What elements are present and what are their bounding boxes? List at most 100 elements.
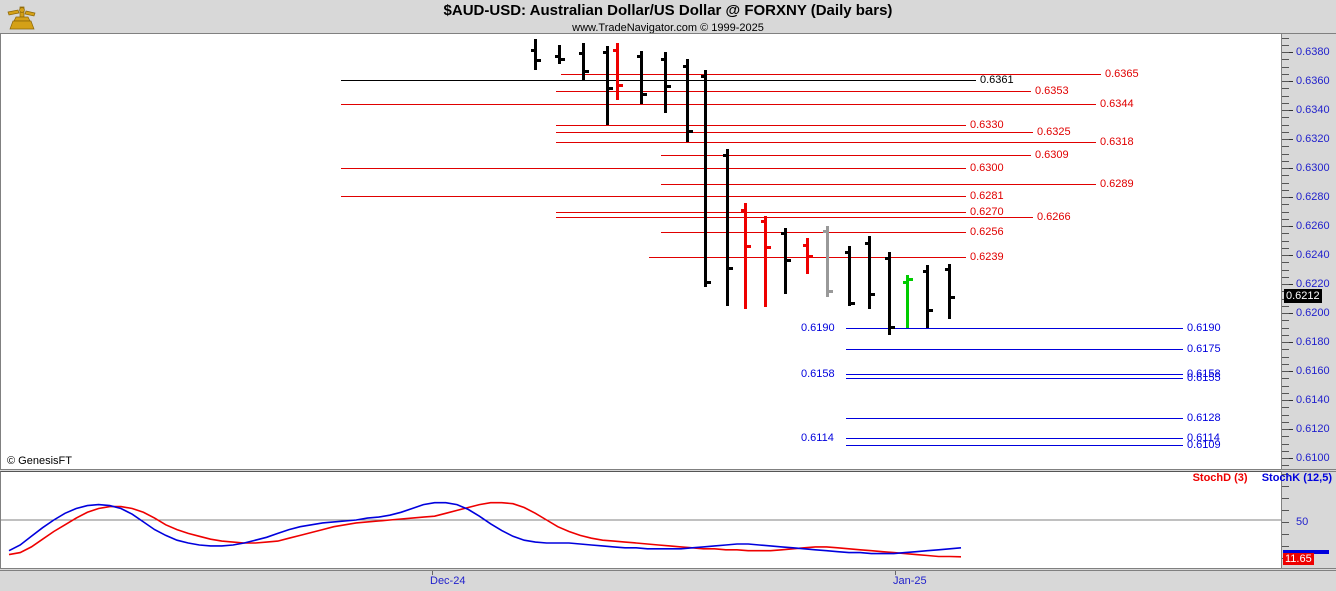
price-axis-minor-tick [1282, 385, 1289, 387]
price-axis-minor-tick [1282, 37, 1289, 39]
level-line[interactable] [846, 378, 1183, 380]
price-axis-minor-tick [1282, 226, 1289, 228]
level-label: 0.6281 [970, 189, 1004, 202]
bar-open-tick [923, 269, 927, 273]
price-axis-minor-tick [1282, 218, 1289, 220]
price-axis-minor-tick [1282, 44, 1289, 46]
bar-stem [640, 50, 643, 105]
price-axis-minor-tick [1282, 59, 1289, 61]
bar-open-tick [701, 75, 705, 79]
price-axis-minor-tick [1282, 450, 1289, 452]
price-axis-minor-tick [1282, 233, 1289, 235]
level-line[interactable] [556, 91, 1031, 93]
ohlc-bar [741, 202, 751, 309]
bar-open-tick [845, 250, 849, 254]
bar-open-tick [823, 230, 827, 234]
level-line[interactable] [846, 327, 1183, 329]
level-label: 0.6155 [1187, 372, 1221, 385]
level-label: 0.6256 [970, 225, 1004, 238]
ohlc-bar [637, 50, 647, 105]
price-axis-minor-tick [1282, 458, 1289, 460]
page-title: $AUD-USD: Australian Dollar/US Dollar @ … [443, 2, 893, 19]
level-line[interactable] [556, 124, 966, 126]
price-axis-minor-tick [1282, 102, 1289, 104]
level-line[interactable] [846, 417, 1183, 419]
bar-open-tick [531, 49, 535, 53]
bar-open-tick [613, 49, 617, 53]
price-axis-minor-tick [1282, 131, 1289, 133]
bar-open-tick [741, 208, 745, 212]
price-axis[interactable]: 0.6380 0.6360 0.6340 0.6320 0.6300 0.6280 0.62… [1282, 33, 1336, 470]
ohlc-bar [945, 263, 955, 319]
ohlc-bar [885, 252, 895, 335]
stochastic-indicator-pane[interactable] [0, 471, 1282, 569]
bar-close-tick [666, 85, 671, 89]
price-chart-pane[interactable]: 0.6365 0.6361 0.6353 0.6344 0.6330 0.6325 0.63… [0, 33, 1282, 470]
ohlc-bar [579, 43, 589, 80]
price-axis-label: 0.6140 [1296, 394, 1330, 407]
level-line[interactable] [846, 349, 1183, 351]
level-label: 0.6365 [1105, 67, 1139, 80]
bar-close-tick [786, 259, 791, 263]
indicator-axis-tick [1282, 510, 1289, 511]
level-line[interactable] [556, 211, 966, 213]
bar-close-tick [890, 326, 895, 330]
level-line[interactable] [556, 142, 1096, 144]
level-line[interactable] [561, 73, 1101, 75]
price-axis-minor-tick [1282, 95, 1289, 97]
indicator-axis-tick [1282, 474, 1289, 475]
level-line[interactable] [661, 155, 1031, 157]
bar-close-tick [808, 255, 813, 259]
level-label: 0.6318 [1100, 136, 1134, 149]
bar-stem [744, 202, 747, 309]
price-axis-minor-tick [1282, 284, 1289, 286]
date-axis[interactable]: Dec-24 Jan-25 [0, 570, 1336, 591]
price-axis-label: 0.6340 [1296, 104, 1330, 117]
level-label: 0.6128 [1187, 411, 1221, 424]
bar-close-tick [746, 244, 751, 248]
bar-close-tick [950, 295, 955, 299]
level-line[interactable] [846, 445, 1183, 447]
ohlc-bar [845, 246, 855, 306]
bar-stem [906, 275, 909, 328]
indicator-axis-tick [1282, 486, 1289, 487]
price-axis-minor-tick [1282, 110, 1289, 112]
level-line[interactable] [341, 195, 966, 197]
indicator-axis[interactable]: 50 11.65 [1282, 471, 1336, 571]
ohlc-bar [923, 265, 933, 328]
price-axis-minor-tick [1282, 168, 1289, 170]
price-axis-minor-tick [1282, 421, 1289, 423]
bar-close-tick [608, 86, 613, 90]
bar-close-tick [560, 57, 565, 61]
current-price-marker: 0.6212 [1284, 288, 1322, 303]
level-label: 0.6239 [970, 250, 1004, 263]
price-axis-label: 0.6260 [1296, 220, 1330, 233]
price-axis-label: 0.6200 [1296, 307, 1330, 320]
ohlc-bar [531, 39, 541, 70]
price-axis-label: 0.6300 [1296, 162, 1330, 175]
level-line[interactable] [556, 131, 1033, 133]
bar-close-tick [706, 281, 711, 285]
price-axis-minor-tick [1282, 371, 1289, 373]
bar-open-tick [579, 52, 583, 56]
ohlc-bar [661, 52, 671, 114]
level-line[interactable] [661, 231, 966, 233]
indicator-axis-tick [1282, 546, 1289, 547]
level-line[interactable] [661, 184, 1096, 186]
ohlc-bar [865, 236, 875, 309]
level-line[interactable] [341, 79, 976, 81]
bar-close-tick [642, 92, 647, 96]
level-line[interactable] [556, 217, 1033, 219]
bar-stem [534, 39, 537, 70]
ohlc-bar [761, 215, 771, 308]
level-line[interactable] [341, 104, 1096, 106]
indicator-legend: StochD (3) StochK (12,5) [1193, 472, 1332, 484]
price-axis-minor-tick [1282, 327, 1289, 329]
bar-open-tick [945, 268, 949, 272]
price-axis-minor-tick [1282, 66, 1289, 68]
price-axis-minor-tick [1282, 313, 1289, 315]
level-label: 0.6114 [801, 431, 834, 444]
level-line[interactable] [341, 168, 966, 170]
level-line[interactable] [846, 374, 1183, 376]
level-line[interactable] [846, 437, 1183, 439]
